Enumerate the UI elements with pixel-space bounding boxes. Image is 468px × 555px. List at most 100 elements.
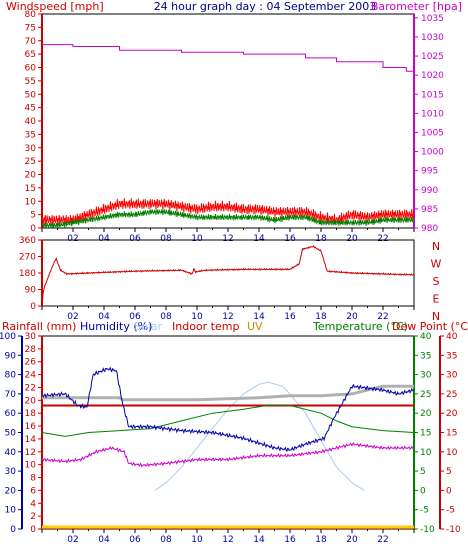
x-tick-label: 08 (160, 312, 172, 322)
x-tick-label: 12 (222, 312, 233, 322)
wind-y-tick-label: 60 (25, 64, 37, 74)
temperature-y-tick-label: 35 (420, 351, 431, 361)
humidity-y-tick-label: 50 (5, 429, 17, 439)
compass-label: N (432, 310, 440, 323)
dew-point-y-tick-label: -10 (446, 525, 461, 535)
humidity-x-axis: 02 04 06 08 10 12 14 16 18 20 22 (41, 529, 415, 545)
humidity-y-tick-label: 20 (5, 486, 17, 496)
temperature-y-tick-label: 25 (420, 390, 431, 400)
dew-point-y-tick-label: -5 (446, 506, 455, 516)
barometer-axis-title: Barometer [hpa] (371, 0, 462, 13)
wind-gust-line (41, 198, 414, 226)
wind-direction-line (41, 244, 415, 307)
humidity-y-tick-label: 40 (5, 448, 17, 458)
rainfall-y-tick-label: 6 (30, 486, 36, 496)
wind-y-tick-label: 75 (25, 23, 36, 33)
wind-y-tick-label: 70 (25, 37, 37, 47)
wind-y-tick-label: 10 (25, 197, 37, 207)
wind-y-axis: 0 5 10 15 20 25 30 35 40 45 50 55 60 65 70 75 80 (25, 10, 43, 234)
barometer-y-tick-label: 995 (421, 167, 438, 177)
rainfall-y-tick-label: 8 (30, 474, 36, 484)
rainfall-y-tick-label: 12 (25, 448, 36, 458)
wind-y-tick-label: 80 (25, 10, 37, 20)
wind-y-tick-label: 5 (30, 211, 36, 221)
x-tick-label: 10 (191, 535, 203, 545)
dew-point-y-tick-label: 25 (446, 390, 457, 400)
temperature-y-axis: -10 -5 0 5 10 15 20 25 30 35 40 (414, 332, 435, 535)
rainfall-y-tick-label: 26 (25, 358, 37, 368)
x-tick-label: 06 (129, 535, 141, 545)
wind-y-tick-label: 65 (25, 50, 36, 60)
x-tick-label: 14 (253, 312, 265, 322)
dew-point-y-tick-label: 30 (446, 371, 458, 381)
humidity-axis-title: Humidity (%) (80, 320, 152, 333)
direction-y-tick-label: 0 (30, 302, 36, 312)
wind-x-axis: 02 04 06 08 10 12 14 16 18 20 22 02 04 06 08 10 12 14 16 18… (41, 228, 415, 322)
rainfall-y-tick-label: 24 (25, 371, 37, 381)
barometer-y-tick-label: 990 (421, 186, 438, 196)
rainfall-axis-title: Rainfall (mm) (2, 320, 76, 333)
dew-point-y-tick-label: 15 (446, 429, 457, 439)
x-tick-label: 10 (191, 312, 203, 322)
rainfall-y-tick-label: 4 (30, 499, 36, 509)
rainfall-y-tick-label: 28 (25, 345, 37, 355)
dew-point-y-tick-label: 0 (446, 486, 452, 496)
indoor-temp-title: Indoor temp (172, 320, 239, 333)
humidity-y-tick-label: 70 (5, 390, 17, 400)
direction-y-tick-label: 180 (19, 269, 36, 279)
temperature-line (41, 405, 415, 437)
direction-series (41, 244, 415, 307)
direction-y-tick-label: 360 (19, 236, 36, 246)
temperature-axis-title: Temperature (°C) (312, 320, 408, 333)
barometer-y-tick-label: 985 (421, 205, 438, 215)
x-tick-label: 22 (377, 535, 388, 545)
x-tick-label: 20 (346, 312, 358, 322)
rainfall-y-tick-label: 10 (25, 461, 37, 471)
rainfall-y-tick-label: 14 (25, 435, 37, 445)
x-tick-label: 08 (160, 535, 172, 545)
x-tick-label: 16 (284, 535, 296, 545)
temperature-y-tick-label: 40 (420, 332, 432, 342)
wind-y-tick-label: 30 (25, 144, 37, 154)
x-tick-label: 06 (129, 312, 141, 322)
humidity-y-tick-label: 30 (5, 467, 17, 477)
dew-point-y-tick-label: 20 (446, 409, 458, 419)
temperature-y-tick-label: 15 (420, 429, 431, 439)
humidity-y-tick-label: 10 (5, 506, 17, 516)
rainfall-y-tick-label: 0 (30, 525, 36, 535)
x-tick-label: 04 (98, 312, 110, 322)
temperature-y-tick-label: 30 (420, 371, 432, 381)
compass-label: W (431, 258, 442, 271)
humidity-temperature-panel: Rainfall (mm) Humidity (%) Solar Indoor … (0, 320, 468, 545)
barometer-y-tick-label: 1025 (421, 52, 444, 62)
wind-y-tick-label: 15 (25, 184, 36, 194)
x-tick-label: 06 (129, 234, 141, 244)
x-tick-label: 18 (315, 312, 327, 322)
solar-axis-title: Solar (134, 320, 163, 333)
wind-y-tick-label: 45 (25, 104, 36, 114)
dew-point-y-tick-label: 10 (446, 448, 458, 458)
x-tick-label: 20 (346, 535, 358, 545)
x-tick-label: 14 (253, 535, 265, 545)
direction-y-axis: 0 90 180 270 360 (19, 236, 43, 312)
temperature-y-tick-label: -10 (420, 525, 435, 535)
rainfall-y-tick-label: 30 (25, 332, 37, 342)
x-tick-label: 14 (253, 234, 265, 244)
humidity-series (41, 366, 415, 529)
wind-axis-title: Windspeed [mph] (6, 0, 104, 13)
wind-y-tick-label: 20 (25, 171, 37, 181)
barometer-y-tick-label: 1015 (421, 90, 444, 100)
rainfall-y-tick-label: 2 (30, 512, 36, 522)
barometer-y-tick-label: 1010 (421, 109, 444, 119)
wind-series (41, 44, 414, 229)
x-tick-label: 12 (222, 234, 233, 244)
rainfall-y-tick-label: 22 (25, 383, 36, 393)
dew-point-y-tick-label: 40 (446, 332, 458, 342)
wind-y-tick-label: 40 (25, 117, 37, 127)
x-tick-label: 10 (191, 234, 203, 244)
barometer-y-tick-label: 1020 (421, 71, 444, 81)
